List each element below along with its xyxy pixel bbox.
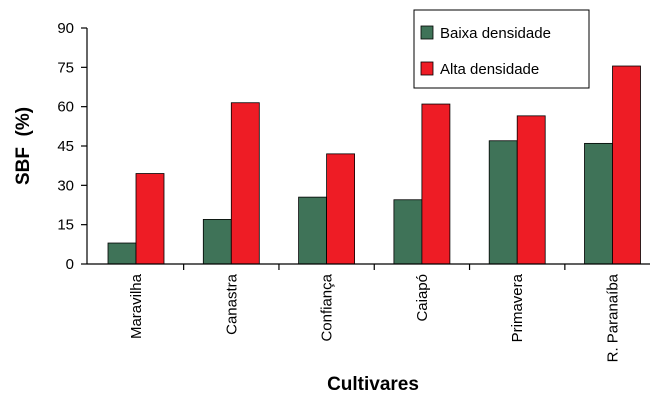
bar-alta-3 — [421, 103, 451, 265]
x-tick-label: Primavera — [509, 273, 526, 342]
x-tick-label: Canastra — [223, 273, 240, 335]
x-tick-label: Maravilha — [128, 273, 145, 339]
y-tick-label: 30 — [57, 177, 74, 194]
legend-swatch-baixa — [420, 25, 434, 40]
x-tick-label: R. Paranaíba — [605, 273, 622, 362]
y-tick-label: 15 — [57, 217, 74, 234]
x-tick-label: Caiapó — [414, 274, 431, 322]
bar-baixa-4 — [488, 140, 518, 265]
bar-baixa-3 — [393, 199, 423, 265]
bar-alta-0 — [135, 173, 165, 265]
x-tick-label: Confiança — [319, 273, 336, 341]
bar-baixa-2 — [298, 196, 328, 265]
bar-alta-5 — [612, 65, 641, 265]
labels-layer: Maravilha Canastra Confiança Caiapó Primaver… — [128, 273, 622, 362]
legend: Baixa densidade Alta densidade — [413, 9, 590, 89]
y-tick-label: 60 — [57, 99, 74, 116]
legend-label-baixa: Baixa densidade — [440, 25, 551, 42]
bar-alta-1 — [230, 102, 260, 265]
bar-alta-4 — [516, 115, 546, 265]
bar-baixa-1 — [202, 219, 232, 265]
legend-swatch-alta — [420, 61, 434, 76]
y-tick-label: 75 — [57, 59, 74, 76]
legend-label-alta: Alta densidade — [440, 61, 539, 78]
y-tick-label: 45 — [57, 138, 74, 155]
bars-layer — [107, 65, 641, 265]
y-axis-title: SBF (%) — [13, 107, 34, 185]
legend-box — [413, 9, 590, 89]
bar-alta-2 — [326, 153, 356, 265]
bar-baixa-5 — [584, 142, 613, 265]
bar-baixa-0 — [107, 242, 137, 265]
y-tick-label: 90 — [57, 20, 74, 37]
y-tick-label: 0 — [66, 256, 74, 273]
ticks-layer: 0 15 30 45 60 75 90 — [57, 20, 566, 273]
x-axis-title: Cultivares — [327, 374, 419, 394]
